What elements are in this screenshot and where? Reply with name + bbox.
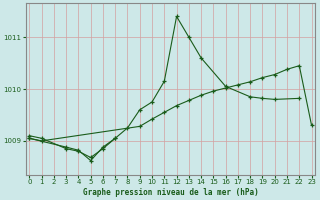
X-axis label: Graphe pression niveau de la mer (hPa): Graphe pression niveau de la mer (hPa) (83, 188, 258, 197)
